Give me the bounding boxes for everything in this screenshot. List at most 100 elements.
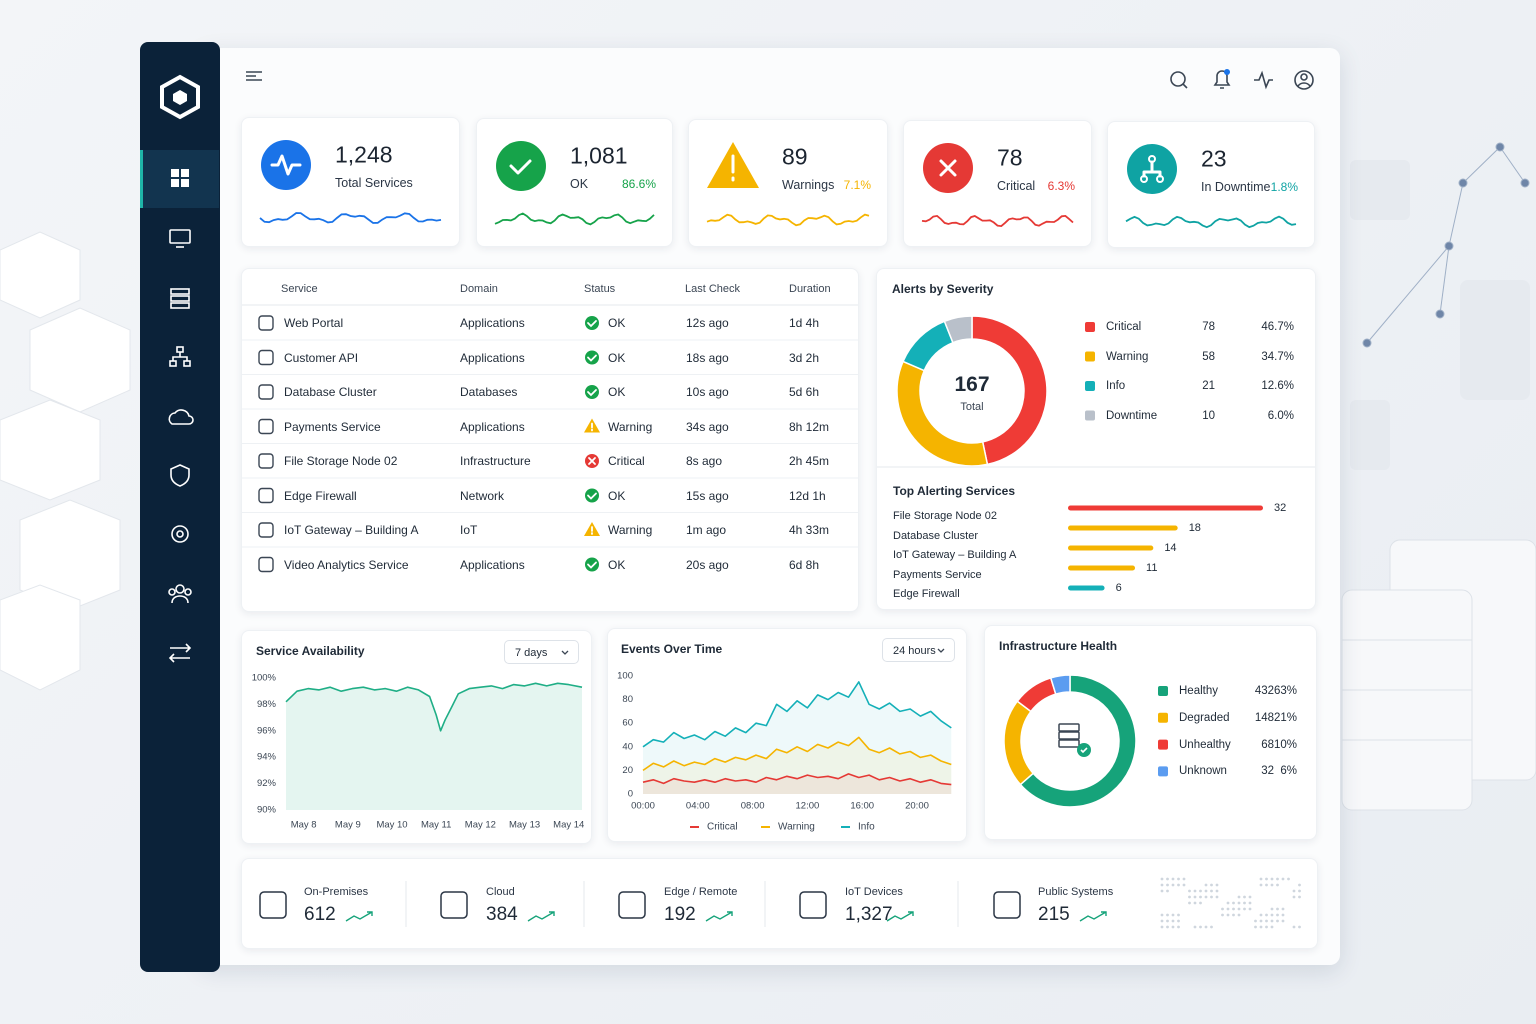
activity[interactable]	[1254, 70, 1273, 90]
bar-value-label: 32	[1274, 502, 1287, 514]
map-dot	[1210, 889, 1213, 893]
stat-trend	[705, 911, 733, 922]
stat-trend	[1079, 911, 1107, 922]
map-dot	[1210, 925, 1213, 929]
range-dropdown[interactable]: 24 hours	[882, 638, 955, 662]
map-dot	[1182, 877, 1186, 881]
chart-title: Alerts by Severity	[892, 282, 994, 296]
profile[interactable]	[1294, 70, 1314, 90]
map-dot	[1243, 907, 1246, 911]
map-dot	[1177, 919, 1180, 923]
center-icon	[1058, 723, 1080, 748]
legend-label: Info	[858, 822, 875, 833]
kpi-sparkline	[921, 214, 1074, 228]
stat-label: IoT Devices	[845, 886, 903, 898]
status-glyph	[588, 457, 596, 465]
map-dot	[1281, 907, 1285, 911]
bar-category: IoT Gateway – Building A	[893, 549, 1017, 561]
nav-monitor[interactable]	[169, 229, 191, 248]
map-dot	[1160, 889, 1164, 893]
kpi-card: 78 Critical 6.3%	[903, 120, 1092, 247]
y-tick-label: 92%	[257, 778, 277, 789]
nav-security[interactable]	[170, 464, 190, 487]
kpi-sparkline	[259, 212, 442, 224]
map-dot	[1193, 895, 1197, 899]
legend-label: Degraded	[1179, 711, 1230, 724]
service-icon	[258, 315, 274, 331]
dropdown-chevron	[561, 650, 569, 655]
stat-trend	[527, 911, 555, 922]
kpi-glyph	[939, 159, 957, 177]
legend-label: Critical	[707, 822, 738, 833]
bar	[1068, 505, 1263, 511]
nav-transfer[interactable]	[168, 643, 192, 663]
legend-label: Critical	[1106, 321, 1142, 333]
world-map	[1160, 877, 1301, 929]
status-glyph	[587, 354, 597, 362]
map-dot	[1259, 919, 1263, 923]
legend-value: 32	[1261, 765, 1274, 778]
nav-servers[interactable]	[170, 288, 190, 309]
map-dot	[1177, 877, 1180, 881]
y-tick-label: 100%	[252, 673, 277, 684]
dropdown-label[interactable]: 7 days	[515, 647, 548, 659]
infrastructure-card: Infrastructure Health Healthy 432 63% Degrad…	[984, 625, 1317, 840]
nav-settings[interactable]	[171, 525, 189, 543]
chart-title: Top Alerting Services	[893, 484, 1016, 498]
duration: 6d 8h	[789, 557, 820, 572]
x-tick-label: May 12	[465, 820, 496, 831]
map-dot	[1270, 925, 1274, 929]
nav-dashboard[interactable]	[171, 169, 189, 187]
map-dot	[1166, 889, 1169, 893]
range-dropdown[interactable]: 7 days	[504, 640, 579, 664]
map-dot	[1221, 913, 1224, 917]
legend-swatch	[1085, 381, 1095, 391]
bar-value-label: 18	[1188, 522, 1201, 534]
kpi-label: In Downtime	[1201, 180, 1271, 194]
map-dot	[1193, 901, 1197, 905]
y-tick-label: 96%	[257, 725, 277, 736]
kpi-percent: 7.1%	[843, 178, 871, 192]
menu-toggle[interactable]	[246, 71, 262, 81]
map-dot	[1254, 919, 1257, 923]
logo-core	[173, 90, 187, 105]
donut-center-value: 167	[954, 373, 990, 396]
service-icon	[258, 418, 274, 435]
kpi-card: 23 In Downtime 1.8%	[1107, 121, 1315, 248]
card-graphics	[259, 877, 1301, 929]
last-check: 1m ago	[686, 523, 727, 537]
line	[285, 682, 583, 732]
map-dot	[1188, 889, 1191, 893]
bar	[1068, 565, 1136, 571]
logo[interactable]	[160, 74, 200, 120]
card-graphics	[877, 315, 1315, 591]
dropdown-chevron	[937, 648, 945, 653]
kpi-percent: 6.3%	[1047, 179, 1075, 193]
map-dot	[1171, 883, 1175, 887]
status-glyph	[587, 389, 597, 397]
legend-percent: 6%	[1280, 765, 1297, 778]
map-dot	[1160, 877, 1164, 881]
map-dot	[1276, 919, 1279, 923]
search[interactable]	[1170, 71, 1188, 89]
stat-trend	[345, 911, 373, 922]
kpi-value: 78	[997, 144, 1023, 171]
nav-topology[interactable]	[169, 346, 191, 367]
kpi-glyph	[1140, 175, 1148, 183]
kpi-sparkline	[494, 212, 655, 226]
kpi-label: Critical	[997, 179, 1036, 193]
availability-card: 90% 92% 94% 96% 98% 100% May 8 May 9 May 10 May 1…	[241, 630, 592, 844]
nav-users[interactable]	[168, 584, 192, 604]
notifications[interactable]	[1213, 70, 1231, 89]
dropdown-label[interactable]: 24 hours	[893, 645, 936, 657]
map-dot	[1204, 889, 1208, 893]
kpi-percent: 1.8%	[1270, 180, 1298, 194]
map-dot	[1276, 907, 1279, 911]
kpi-glyph	[1156, 175, 1164, 183]
service-status: OK	[608, 350, 626, 365]
nav-cloud[interactable]	[168, 409, 194, 425]
map-dot	[1259, 883, 1263, 887]
map-dot	[1276, 913, 1279, 917]
x-tick-label: May 10	[376, 820, 407, 831]
bar	[1068, 545, 1154, 551]
